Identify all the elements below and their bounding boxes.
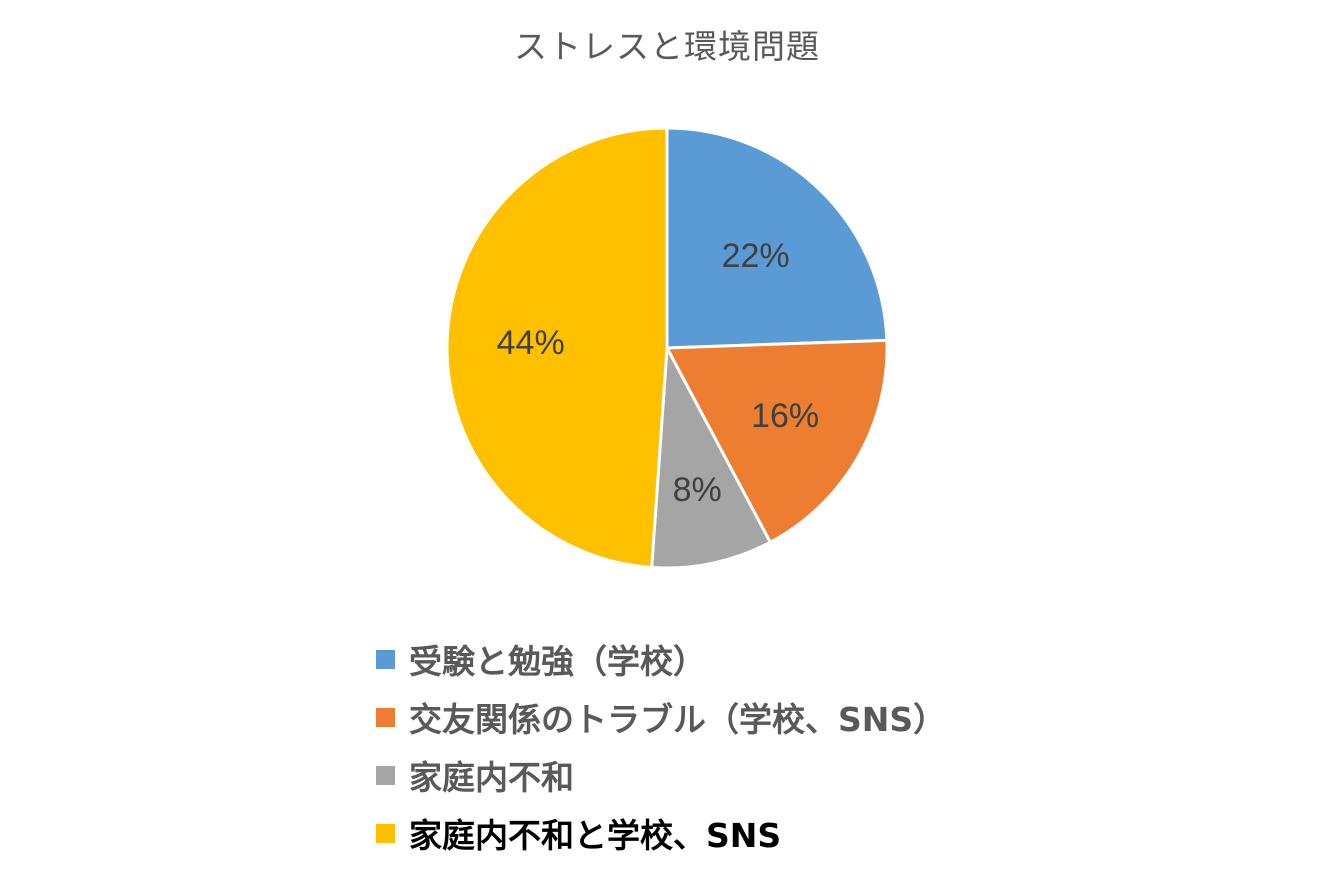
legend-swatch-exam-study [376,649,395,669]
pie-slice-friendship-trouble [665,338,889,544]
pie-slice-family-school-sns [445,126,669,569]
legend-swatch-family-school-sns [376,823,395,843]
pie-data-labels: 22% 16% 8% 44% [497,237,820,509]
legend-item-friendship-trouble: 交友関係のトラブル（学校、SNS） [376,688,1136,746]
data-label-friendship-trouble: 16% [751,397,819,435]
pie-slices [445,126,889,570]
chart-legend: 受験と勉強（学校） 交友関係のトラブル（学校、SNS） 家庭内不和 家庭内不和と… [376,630,1136,862]
chart-title: ストレスと環境問題 [514,27,820,66]
legend-label-family-school-sns: 家庭内不和と学校、SNS [409,816,782,855]
legend-label-friendship-trouble: 交友関係のトラブル（学校、SNS） [409,700,947,739]
legend-label-family-discord: 家庭内不和 [409,758,574,797]
legend-swatch-family-discord [376,765,395,785]
legend-swatch-friendship-trouble [376,707,395,727]
data-label-family-discord: 8% [673,471,722,509]
legend-label-exam-study: 受験と勉強（学校） [409,642,706,681]
legend-item-exam-study: 受験と勉強（学校） [376,630,1136,688]
data-label-exam-study: 22% [722,237,790,275]
legend-item-family-school-sns: 家庭内不和と学校、SNS [376,804,1136,862]
pie-slice-exam-study [665,126,889,350]
legend-item-family-discord: 家庭内不和 [376,746,1136,804]
pie-slice-family-discord [650,346,772,570]
data-label-family-school-sns: 44% [497,324,565,362]
